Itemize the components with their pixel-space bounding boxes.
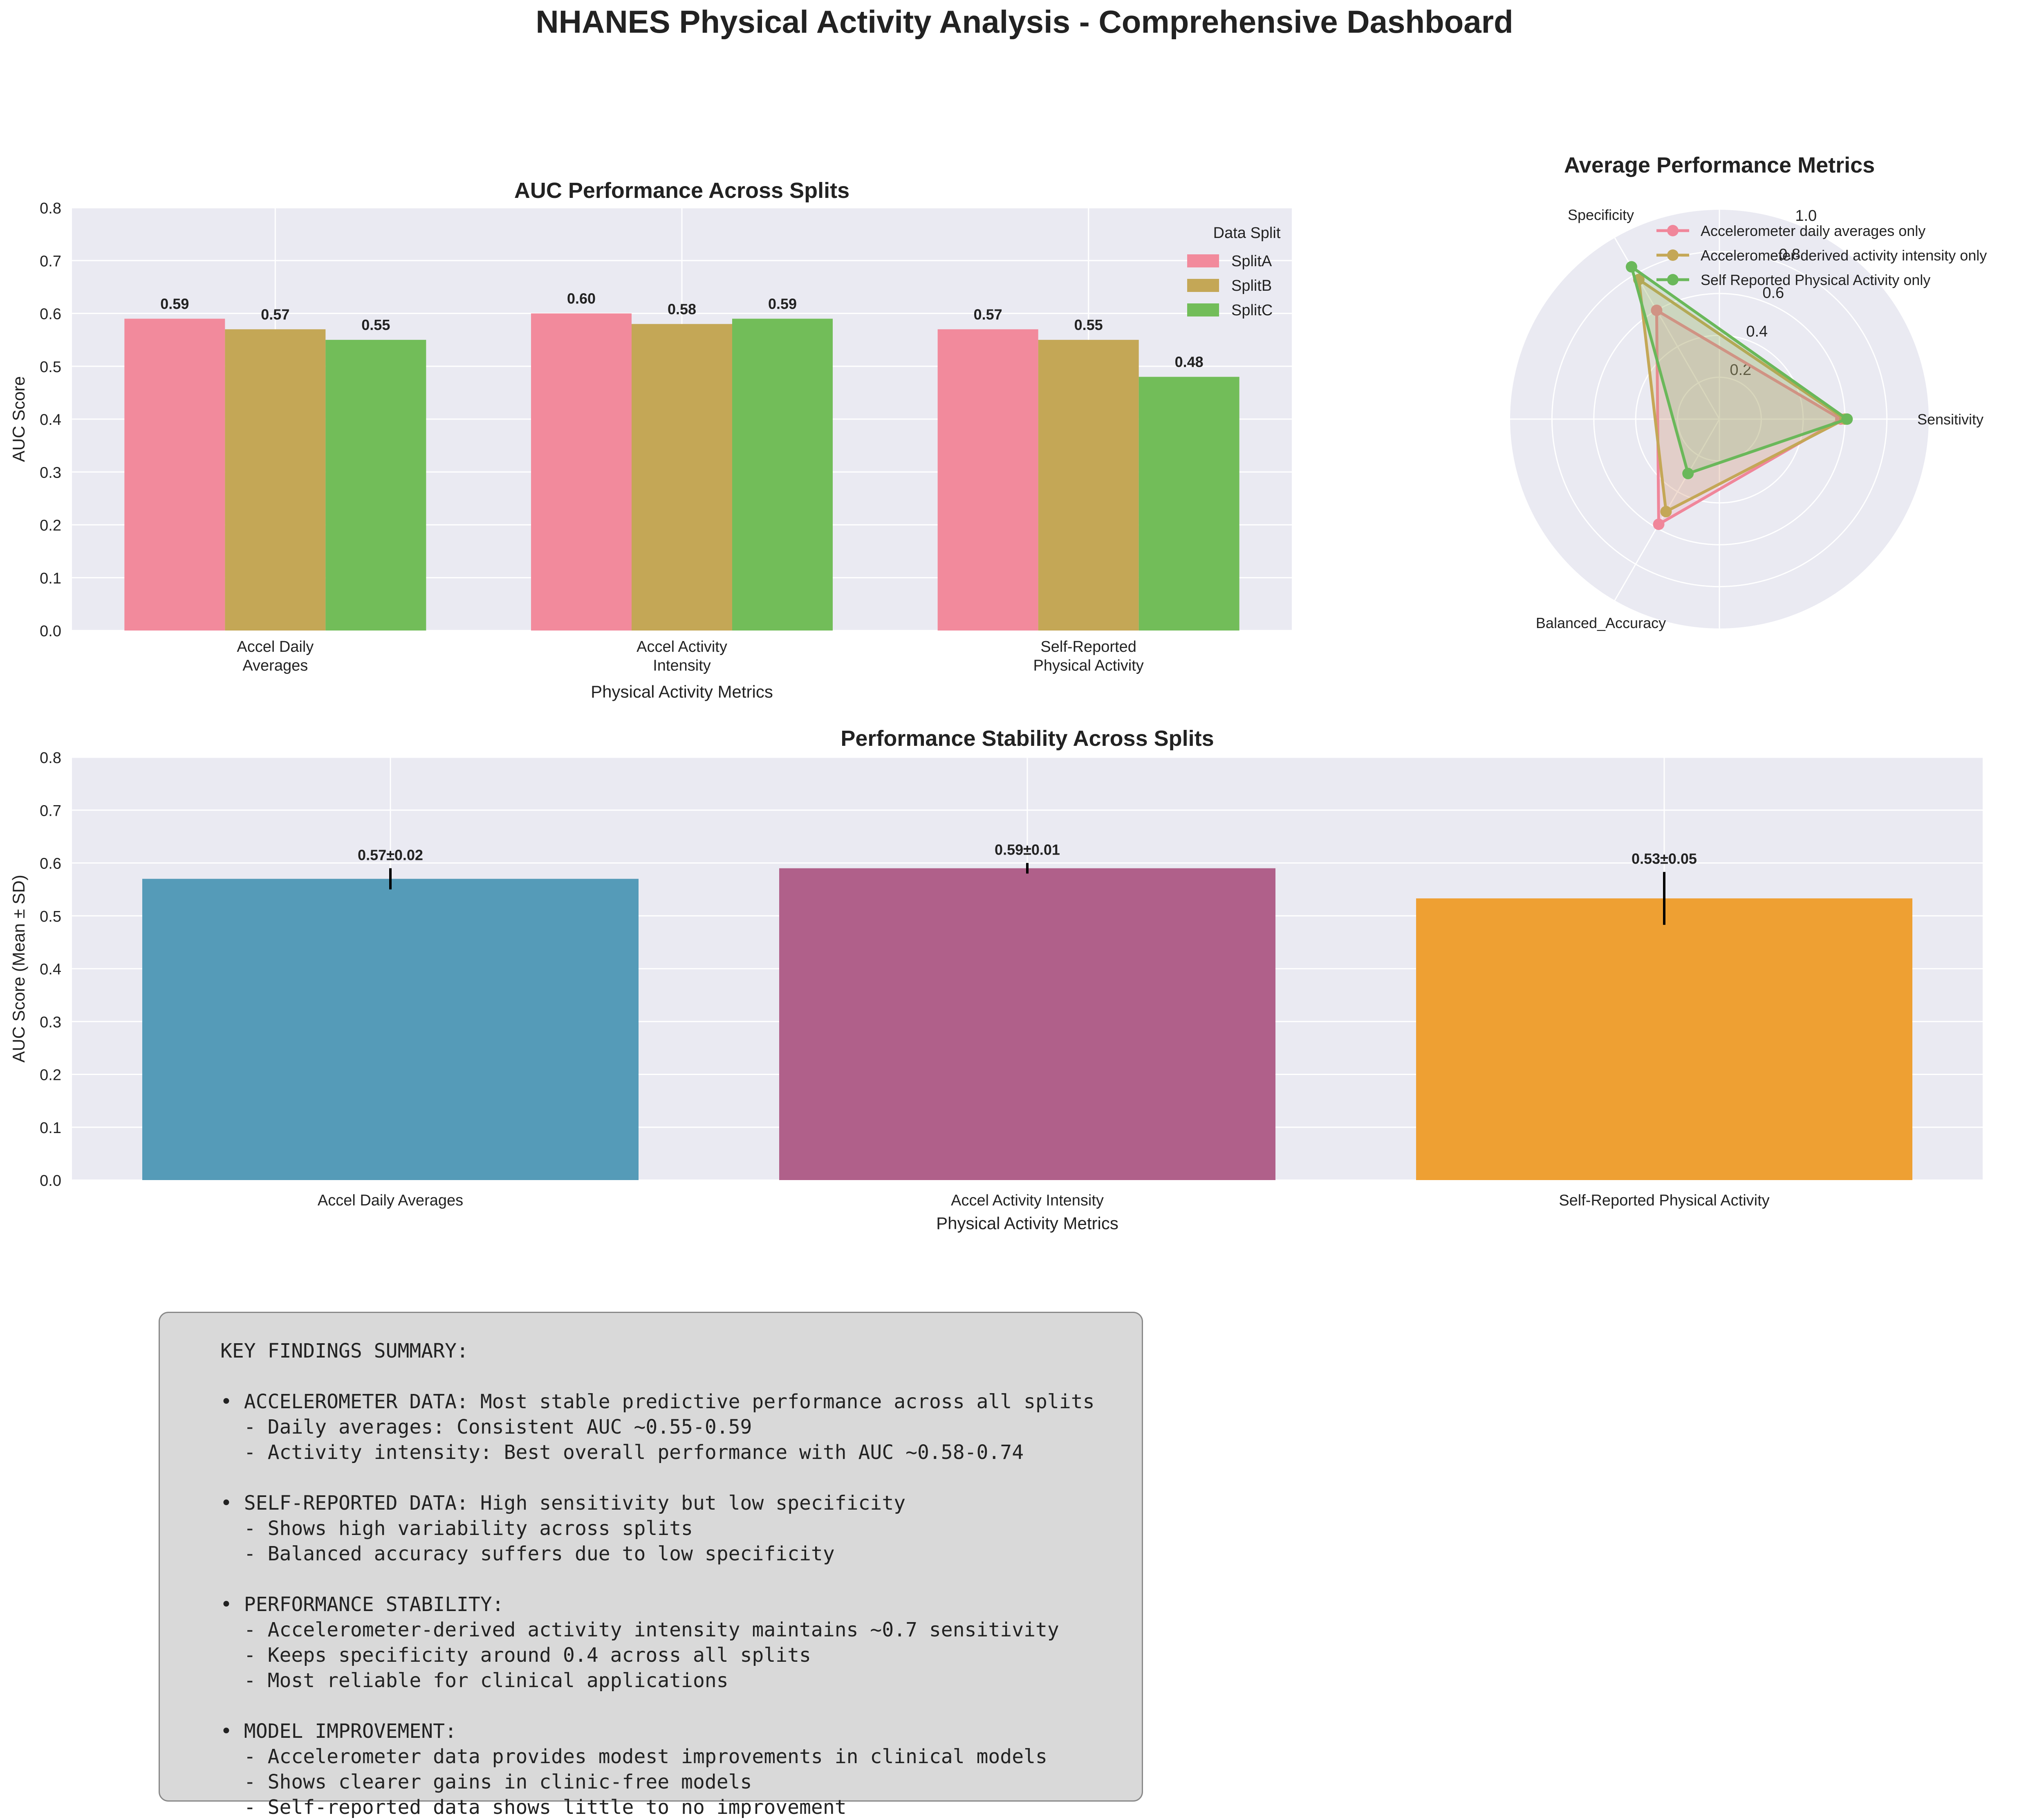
- bar-splitc: [732, 319, 833, 631]
- bar-splita: [937, 329, 1038, 631]
- auc-splits-chart: 0.0 0.1 0.2 0.3 0.4 0.5 0.6 0.7 0.8 0.59 0.57 0.55 A…: [9, 178, 1292, 701]
- y-axis-label: AUC Score: [9, 376, 28, 462]
- radar-point: [1625, 261, 1637, 273]
- y-tick-label: 0.7: [40, 802, 61, 819]
- y-tick-label: 0.5: [40, 359, 61, 376]
- stability-bar: [1416, 898, 1912, 1180]
- y-tick-label: 0.4: [40, 961, 61, 978]
- radar-chart: 0.20.40.60.81.0SensitivitySpecificityBal…: [1510, 153, 1987, 631]
- bar-splitb: [632, 324, 732, 631]
- y-tick-label: 0.0: [40, 623, 61, 640]
- legend-label: Accelerometer-derived activity intensity…: [1701, 247, 1987, 264]
- page-title: NHANES Physical Activity Analysis - Comp…: [536, 4, 1513, 40]
- y-tick-label: 0.1: [40, 570, 61, 587]
- data-label: 0.57: [974, 306, 1002, 323]
- y-tick-label: 0.3: [40, 464, 61, 481]
- radar-point: [1651, 304, 1663, 316]
- radar-point: [1841, 413, 1853, 425]
- bar-splitb: [225, 329, 326, 631]
- y-tick-label: 0.2: [40, 517, 61, 534]
- y-tick-label: 0.2: [40, 1067, 61, 1084]
- legend-swatch: [1187, 303, 1219, 316]
- data-label: 0.58: [668, 301, 696, 317]
- y-tick-label: 0.4: [40, 411, 61, 429]
- legend-label: Self Reported Physical Activity only: [1701, 272, 1930, 288]
- stability-bar: [142, 879, 639, 1180]
- r-tick-label: 0.4: [1746, 323, 1768, 340]
- radar-series-0: [1655, 307, 1844, 527]
- radar-series-2: [1629, 263, 1850, 476]
- x-tick-label: Self-Reported Physical Activity: [1033, 638, 1144, 674]
- key-findings-text: KEY FINDINGS SUMMARY: • ACCELEROMETER DA…: [220, 1340, 1095, 1819]
- r-tick-label: 1.0: [1795, 207, 1817, 224]
- bar-splitc: [325, 340, 426, 631]
- radar-point: [1682, 468, 1694, 480]
- data-label: 0.57: [261, 306, 289, 323]
- x-tick-label: Self-Reported Physical Activity: [1559, 1192, 1769, 1209]
- legend-swatch: [1187, 254, 1219, 267]
- bar-splitc: [1139, 377, 1239, 631]
- legend-marker: [1667, 274, 1679, 285]
- y-tick-label: 0.8: [40, 750, 61, 767]
- legend-swatch: [1187, 279, 1219, 292]
- y-tick-label: 0.0: [40, 1172, 61, 1189]
- legend-label: SplitC: [1231, 302, 1273, 319]
- data-label: 0.59: [160, 295, 189, 312]
- y-tick-label: 0.6: [40, 306, 61, 323]
- x-tick-label: Accel Daily Averages: [237, 638, 314, 674]
- legend-marker: [1667, 225, 1679, 236]
- data-label: 0.59±0.01: [995, 842, 1060, 858]
- r-tick-label: 0.8: [1779, 246, 1800, 263]
- stability-bar: [779, 868, 1275, 1180]
- key-findings-box: KEY FINDINGS SUMMARY: • ACCELEROMETER DA…: [159, 1312, 1143, 1819]
- x-axis-label: Physical Activity Metrics: [591, 682, 773, 701]
- radar-axis-label: Sensitivity: [1917, 411, 1983, 428]
- data-label: 0.57±0.02: [358, 846, 423, 863]
- data-label: 0.48: [1175, 354, 1204, 370]
- y-tick-label: 0.5: [40, 908, 61, 925]
- data-label: 0.55: [1074, 316, 1103, 333]
- chart-title: Performance Stability Across Splits: [840, 726, 1214, 751]
- legend-label: SplitA: [1231, 253, 1272, 270]
- bar-splita: [124, 319, 225, 631]
- y-tick-label: 0.6: [40, 855, 61, 873]
- legend-marker: [1667, 249, 1679, 261]
- y-axis-label: AUC Score (Mean ± SD): [9, 875, 28, 1063]
- radar-axis-label: Balanced_Accuracy: [1536, 615, 1666, 631]
- x-tick-label: Accel Activity Intensity: [637, 638, 727, 674]
- r-tick-label: 0.6: [1762, 285, 1784, 302]
- legend-label: Accelerometer daily averages only: [1701, 222, 1925, 239]
- data-label: 0.53±0.05: [1632, 850, 1697, 867]
- radar-series-1: [1637, 276, 1848, 514]
- y-tick-label: 0.1: [40, 1120, 61, 1137]
- y-tick-label: 0.3: [40, 1014, 61, 1031]
- legend-title: Data Split: [1213, 224, 1281, 242]
- x-axis-label: Physical Activity Metrics: [936, 1214, 1118, 1233]
- radar-axis-label: Specificity: [1568, 206, 1634, 223]
- legend-label: SplitB: [1231, 277, 1272, 294]
- stability-chart: 0.0 0.1 0.2 0.3 0.4 0.5 0.6 0.7 0.8 0.57±0.02 Acce…: [9, 726, 1983, 1233]
- bar-splitb: [1038, 340, 1139, 631]
- bar-splita: [531, 313, 632, 631]
- radar-point: [1660, 506, 1672, 518]
- y-tick-label: 0.8: [40, 200, 61, 217]
- data-label: 0.55: [361, 316, 390, 333]
- x-tick-label: Accel Activity Intensity: [951, 1192, 1104, 1209]
- chart-title: AUC Performance Across Splits: [514, 178, 849, 203]
- data-label: 0.60: [567, 290, 596, 307]
- x-tick-label: Accel Daily Averages: [318, 1192, 463, 1209]
- radar-point: [1653, 518, 1665, 530]
- chart-title: Average Performance Metrics: [1564, 153, 1875, 177]
- data-label: 0.59: [768, 295, 797, 312]
- y-tick-label: 0.7: [40, 253, 61, 270]
